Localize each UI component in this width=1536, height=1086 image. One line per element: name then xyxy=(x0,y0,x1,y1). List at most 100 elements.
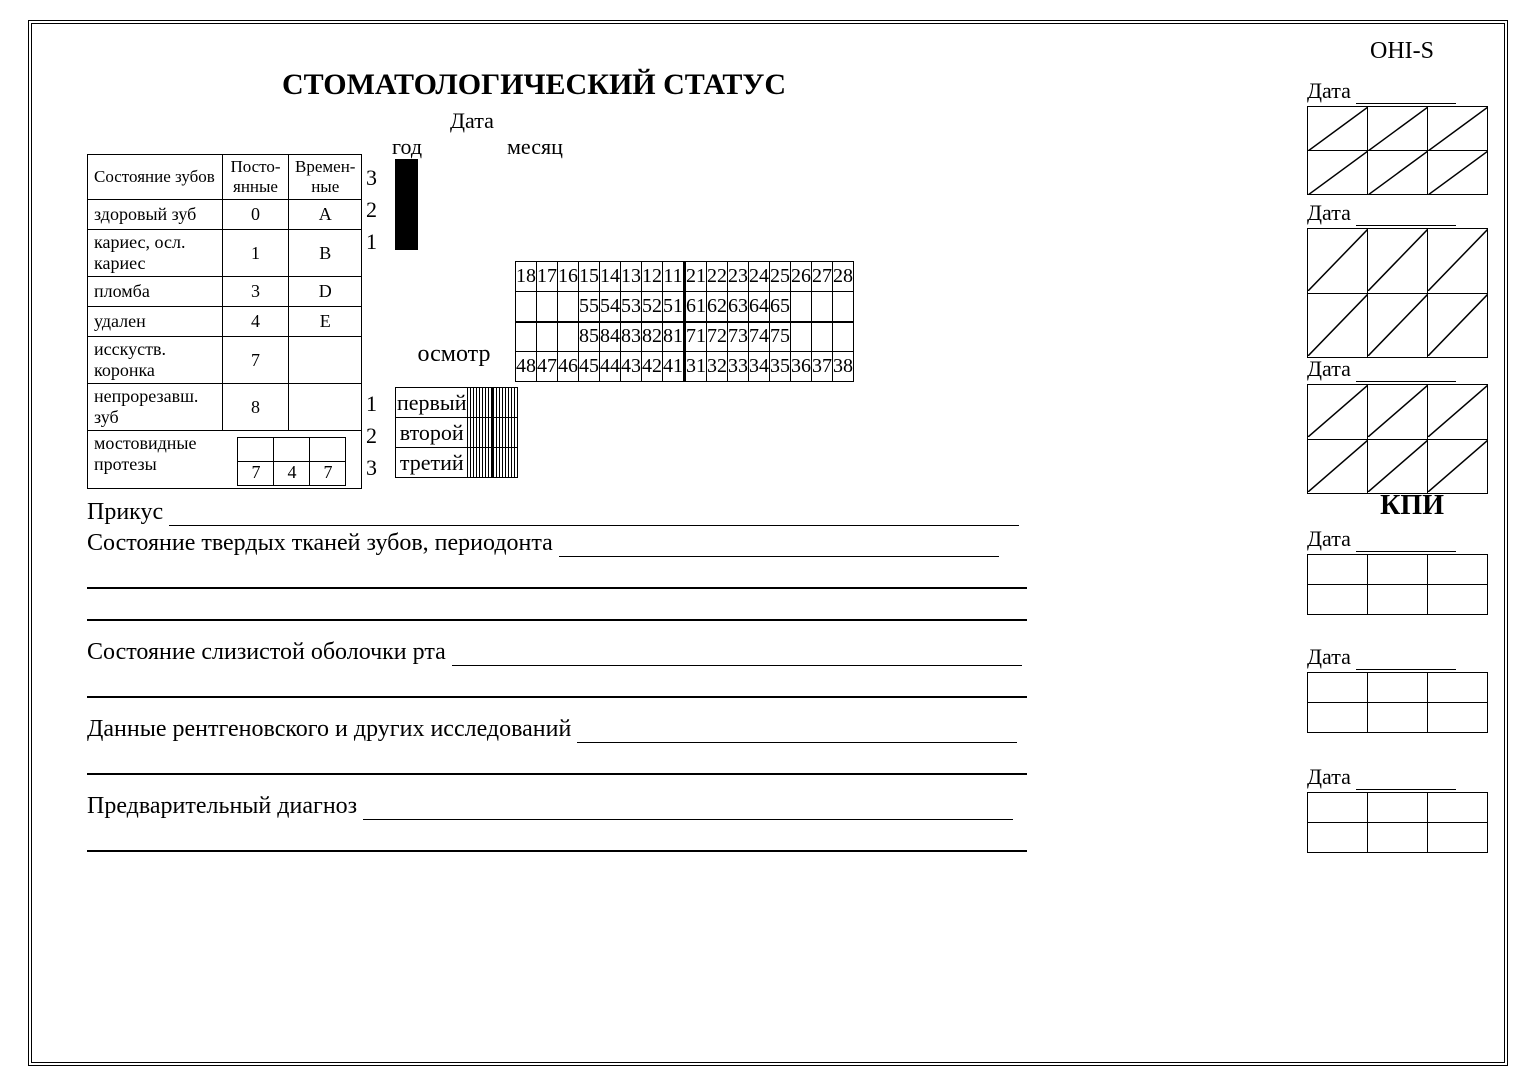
tooth-cell xyxy=(812,322,833,352)
year-label: год xyxy=(392,134,422,160)
grid-cell xyxy=(417,160,418,190)
cond-cell: 3 xyxy=(223,277,289,307)
tooth-cell xyxy=(516,292,537,322)
notes-section: Прикус Состояние твердых тканей зубов, п… xyxy=(87,499,1027,852)
cond-cell: 0 xyxy=(223,200,289,230)
cond-cell: 4 xyxy=(223,307,289,337)
tooth-cell: 27 xyxy=(812,262,833,292)
tooth-cell xyxy=(516,322,537,352)
tooth-cell: 71 xyxy=(685,322,707,352)
ohis-label: OHI-S xyxy=(1370,38,1434,65)
tooth-cell: 22 xyxy=(707,262,728,292)
tooth-cell: 25 xyxy=(770,262,791,292)
line-xray: Данные рентгеновского и других исследова… xyxy=(87,716,571,742)
tooth-cell: 61 xyxy=(685,292,707,322)
tooth-cell: 72 xyxy=(707,322,728,352)
tooth-cell xyxy=(833,292,854,322)
upper-grid xyxy=(395,159,418,250)
row-number: 1 xyxy=(357,229,377,255)
line-prikus: Прикус xyxy=(87,499,163,525)
tooth-cell: 38 xyxy=(833,352,854,382)
tooth-cell: 24 xyxy=(749,262,770,292)
exam-label: второй xyxy=(396,418,468,448)
tooth-cell: 74 xyxy=(749,322,770,352)
tooth-cell: 35 xyxy=(770,352,791,382)
tooth-cell: 48 xyxy=(516,352,537,382)
cond-header-0: Состояние зубов xyxy=(88,155,223,200)
tooth-cell xyxy=(558,292,579,322)
tooth-cell: 73 xyxy=(728,322,749,352)
osmotr-label: осмотр xyxy=(399,341,509,368)
date-label: Дата xyxy=(1307,764,1351,789)
tooth-cell: 84 xyxy=(600,322,621,352)
tooth-cell xyxy=(558,322,579,352)
tooth-cell xyxy=(791,322,812,352)
condition-table: Состояние зубов Посто- янные Времен- ные… xyxy=(87,154,362,489)
tooth-cell: 42 xyxy=(642,352,663,382)
line-hard-tissues: Состояние твердых тканей зубов, периодон… xyxy=(87,530,553,556)
tooth-cell: 44 xyxy=(600,352,621,382)
grid-cell xyxy=(417,220,418,250)
tooth-cell: 82 xyxy=(642,322,663,352)
date-top-label: Дата xyxy=(450,108,494,134)
tooth-cell: 55 xyxy=(579,292,600,322)
tooth-cell: 12 xyxy=(642,262,663,292)
exam-label: третий xyxy=(396,448,468,478)
exam-cell xyxy=(515,388,518,418)
teeth-grid: 1817161514131211212223242526272855545352… xyxy=(515,261,854,382)
cond-cell: 7 xyxy=(223,337,289,384)
cond-cell: 8 xyxy=(223,384,289,431)
row-number: 3 xyxy=(357,455,377,481)
tooth-cell xyxy=(833,322,854,352)
bridge-cell: 7 xyxy=(310,462,346,486)
tooth-cell: 52 xyxy=(642,292,663,322)
tooth-cell: 51 xyxy=(663,292,685,322)
tooth-cell: 81 xyxy=(663,322,685,352)
page-title: СТОМАТОЛОГИЧЕСКИЙ СТАТУС xyxy=(282,68,786,102)
cond-cell xyxy=(289,384,362,431)
tooth-cell: 32 xyxy=(707,352,728,382)
cond-cell xyxy=(289,337,362,384)
row-number: 2 xyxy=(357,197,377,223)
exam-grid: первыйвторойтретий xyxy=(395,387,518,478)
tooth-cell: 63 xyxy=(728,292,749,322)
ohis-block-3: Дата xyxy=(1307,356,1488,494)
tooth-cell xyxy=(812,292,833,322)
cond-row-label: удален xyxy=(88,307,223,337)
tooth-cell: 17 xyxy=(537,262,558,292)
month-label: месяц xyxy=(507,134,563,160)
cond-cell: D xyxy=(289,277,362,307)
tooth-cell: 45 xyxy=(579,352,600,382)
cond-row-label: пломба xyxy=(88,277,223,307)
tooth-cell: 65 xyxy=(770,292,791,322)
cond-header-2: Времен- ные xyxy=(289,155,362,200)
cond-row-label: здоровый зуб xyxy=(88,200,223,230)
cond-row-label: кариес, осл. кариес xyxy=(88,230,223,277)
cond-cell: E xyxy=(289,307,362,337)
date-label: Дата xyxy=(1307,200,1351,225)
ohis-block-1: Дата xyxy=(1307,78,1488,195)
tooth-cell: 43 xyxy=(621,352,642,382)
tooth-cell: 28 xyxy=(833,262,854,292)
kpi-block-3: Дата xyxy=(1307,764,1488,853)
exam-label: первый xyxy=(396,388,468,418)
kpi-label: КПИ xyxy=(1380,490,1444,522)
cond-row-label: непрорезавш. зуб xyxy=(88,384,223,431)
tooth-cell: 13 xyxy=(621,262,642,292)
tooth-cell: 15 xyxy=(579,262,600,292)
tooth-cell: 33 xyxy=(728,352,749,382)
tooth-cell: 18 xyxy=(516,262,537,292)
tooth-cell: 23 xyxy=(728,262,749,292)
tooth-cell: 46 xyxy=(558,352,579,382)
exam-cell xyxy=(515,448,518,478)
tooth-cell: 26 xyxy=(791,262,812,292)
tooth-cell: 11 xyxy=(663,262,685,292)
tooth-cell: 21 xyxy=(685,262,707,292)
tooth-cell: 75 xyxy=(770,322,791,352)
ohis-block-2: Дата xyxy=(1307,200,1488,358)
tooth-cell xyxy=(791,292,812,322)
bridge-inner-table: 7 4 7 xyxy=(237,437,346,486)
date-label: Дата xyxy=(1307,526,1351,551)
cond-row-label: исскуств. коронка xyxy=(88,337,223,384)
cond-header-1: Посто- янные xyxy=(223,155,289,200)
